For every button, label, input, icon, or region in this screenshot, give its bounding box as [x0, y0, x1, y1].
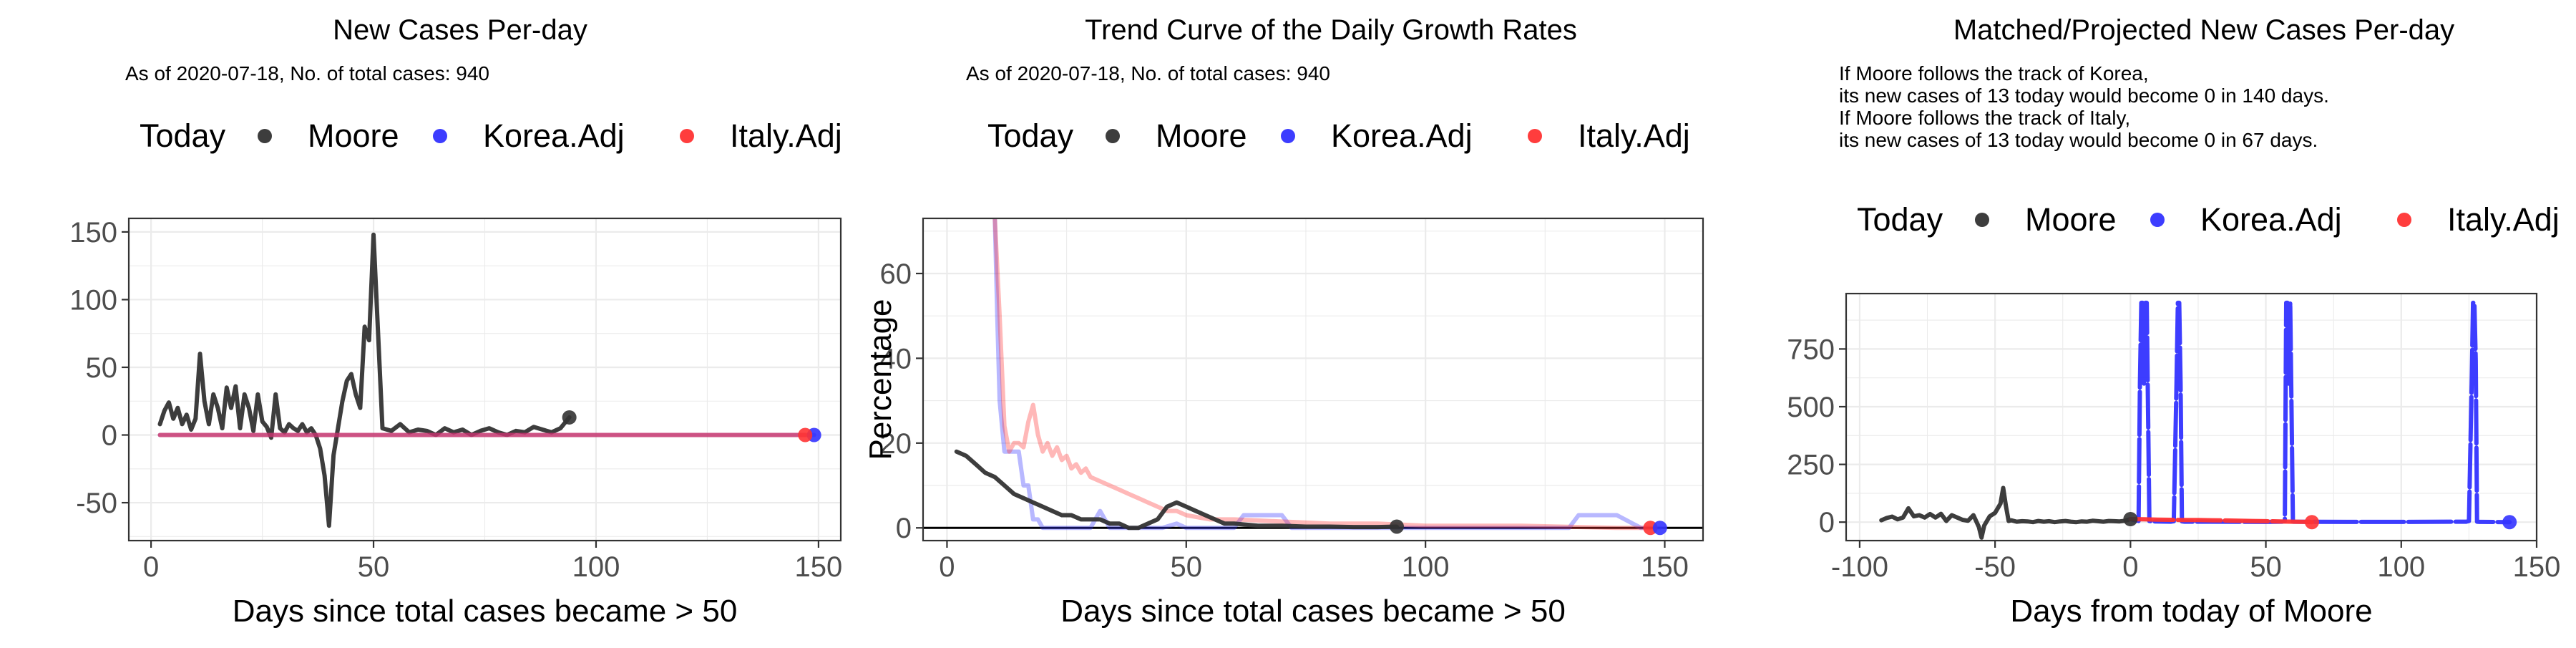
x-tick-label: -100 — [1831, 551, 1888, 583]
x-axis-label: Days since total cases became > 50 — [233, 594, 738, 629]
series-line-moore — [1879, 485, 2133, 540]
legend-heading: Today — [987, 117, 1074, 154]
legend-key-korea-adj — [2150, 213, 2165, 227]
chart-title: Trend Curve of the Daily Growth Rates — [1085, 14, 1577, 46]
x-axis-label: Days from today of Moore — [2010, 594, 2372, 629]
y-tick-label: 100 — [69, 284, 117, 316]
legend-label: Italy.Adj — [730, 117, 842, 154]
x-tick-label: 50 — [358, 551, 390, 583]
legend: Today Moore Korea.Adj Italy.Adj — [987, 117, 1690, 154]
y-tick-label: 250 — [1787, 450, 1835, 481]
legend-key-moore — [1106, 129, 1120, 143]
legend: Today Moore Korea.Adj Italy.Adj — [1857, 201, 2560, 238]
series-group — [157, 232, 816, 528]
chart-title: Matched/Projected New Cases Per-day — [1953, 14, 2454, 46]
y-tick-label: 40 — [880, 343, 912, 374]
legend-key-moore — [1975, 213, 1989, 227]
legend: Today Moore Korea.Adj Italy.Adj — [140, 117, 842, 154]
x-tick-label: 100 — [572, 551, 620, 583]
legend-label: Moore — [2025, 201, 2117, 238]
x-tick-label: 50 — [2250, 551, 2282, 583]
legend-label: Moore — [308, 117, 399, 154]
y-tick-label: 0 — [896, 513, 912, 544]
y-tick-label: 0 — [1819, 507, 1835, 538]
series-group — [954, 218, 1662, 531]
chart-subtitle: its new cases of 13 today would become 0… — [1839, 84, 2329, 107]
y-tick-label: 50 — [86, 352, 118, 384]
x-tick-label: 150 — [1641, 551, 1689, 583]
y-tick-label: 750 — [1787, 334, 1835, 365]
series-line-italy-adj — [2128, 517, 2314, 525]
today-point-moore — [2123, 512, 2138, 527]
axes: -100 -50 0 50 100 150 0 250 500 750 Days from toda… — [1787, 334, 2560, 629]
chart-subtitle: As of 2020-07-18, No. of total cases: 94… — [966, 62, 1330, 84]
x-tick-label: 150 — [2513, 551, 2561, 583]
legend-key-italy-adj — [1528, 129, 1542, 143]
x-tick-label: 0 — [939, 551, 955, 583]
axes: 0 50 100 150 -50 0 50 100 150 Days since total ca… — [69, 217, 842, 629]
series-line-italy-adj — [992, 218, 1653, 531]
y-tick-label: 20 — [880, 428, 912, 460]
y-tick-label: 500 — [1787, 392, 1835, 423]
plot-border — [922, 217, 1704, 542]
chart-subtitle: its new cases of 13 today would become 0… — [1839, 129, 2318, 151]
legend-heading: Today — [140, 117, 226, 154]
legend-key-korea-adj — [433, 129, 447, 143]
chart-subtitle: If Moore follows the track of Korea, — [1839, 62, 2149, 84]
x-tick-label: 0 — [2122, 551, 2138, 583]
x-tick-label: 150 — [795, 551, 843, 583]
plot-background — [1846, 294, 2537, 541]
y-axis-label: Percentage — [863, 299, 898, 460]
x-tick-label: 50 — [1171, 551, 1203, 583]
x-tick-label: 100 — [2377, 551, 2425, 583]
x-axis-label: Days since total cases became > 50 — [1060, 594, 1566, 629]
today-point-korea-adj — [2502, 515, 2517, 530]
x-tick-label: 100 — [1402, 551, 1450, 583]
legend-label: Korea.Adj — [483, 117, 625, 154]
series-line-korea-adj — [992, 218, 1662, 531]
today-point-italy-adj — [798, 427, 813, 443]
today-point-moore — [1390, 519, 1405, 534]
chart-panel-2: Trend Curve of the Daily Growth Rates As … — [863, 14, 1704, 629]
today-point-korea-adj — [1652, 521, 1667, 536]
legend-key-korea-adj — [1281, 129, 1295, 143]
chart-title: New Cases Per-day — [333, 14, 587, 46]
legend-label: Korea.Adj — [2200, 201, 2342, 238]
legend-key-moore — [258, 129, 272, 143]
axes: 0 50 100 150 0 20 40 60 Days since total cases b… — [863, 258, 1689, 629]
y-tick-label: 150 — [69, 217, 117, 248]
today-point-moore — [562, 410, 577, 425]
chart-subtitle: As of 2020-07-18, No. of total cases: 94… — [125, 62, 489, 84]
chart-subtitle: If Moore follows the track of Italy, — [1839, 107, 2130, 129]
legend-key-italy-adj — [680, 129, 694, 143]
plot-border — [1845, 292, 2538, 542]
plot-background — [923, 218, 1703, 541]
legend-label: Italy.Adj — [1578, 117, 1690, 154]
legend-heading: Today — [1857, 201, 1943, 238]
x-tick-label: -50 — [1974, 551, 2016, 583]
y-tick-label: -50 — [76, 488, 117, 519]
y-tick-label: 0 — [102, 420, 117, 452]
x-tick-label: 0 — [143, 551, 159, 583]
today-point-italy-adj — [2304, 515, 2319, 530]
y-tick-label: 60 — [880, 258, 912, 290]
legend-label: Moore — [1156, 117, 1247, 154]
grid — [1846, 294, 2537, 541]
plot-border — [127, 217, 842, 542]
series-group — [1879, 300, 2512, 540]
series-line-moore — [954, 449, 1399, 531]
legend-key-italy-adj — [2397, 213, 2411, 227]
legend-label: Italy.Adj — [2447, 201, 2560, 238]
chart-panel-1: New Cases Per-day As of 2020-07-18, No. o… — [69, 14, 842, 629]
legend-label: Korea.Adj — [1331, 117, 1473, 154]
chart-panel-3: Matched/Projected New Cases Per-day If Mo… — [1787, 14, 2560, 629]
